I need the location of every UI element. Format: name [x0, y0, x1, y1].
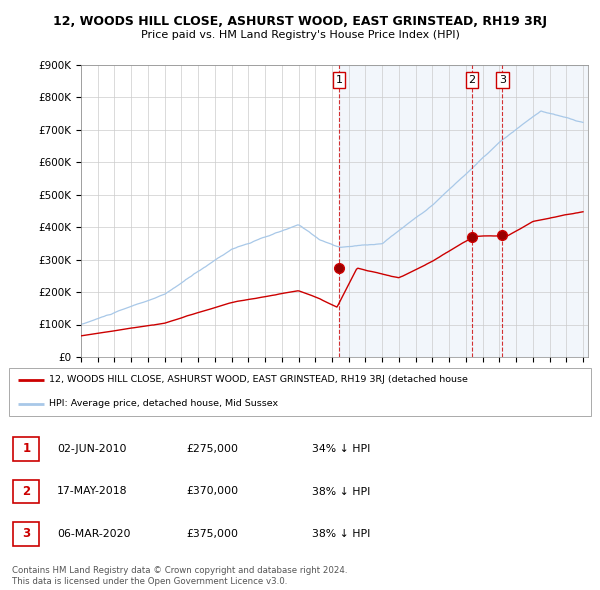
Text: 38% ↓ HPI: 38% ↓ HPI [312, 487, 370, 496]
Text: 38% ↓ HPI: 38% ↓ HPI [312, 529, 370, 539]
Text: £370,000: £370,000 [186, 487, 238, 496]
Text: 3: 3 [22, 527, 31, 540]
Text: 34% ↓ HPI: 34% ↓ HPI [312, 444, 370, 454]
Text: 06-MAR-2020: 06-MAR-2020 [57, 529, 131, 539]
Text: 3: 3 [499, 75, 506, 85]
FancyBboxPatch shape [9, 368, 591, 416]
Text: Contains HM Land Registry data © Crown copyright and database right 2024.
This d: Contains HM Land Registry data © Crown c… [12, 566, 347, 586]
Text: 1: 1 [22, 442, 31, 455]
Text: HPI: Average price, detached house, Mid Sussex: HPI: Average price, detached house, Mid … [49, 399, 278, 408]
Text: £375,000: £375,000 [186, 529, 238, 539]
FancyBboxPatch shape [13, 522, 40, 546]
Text: 1: 1 [335, 75, 343, 85]
Text: 02-JUN-2010: 02-JUN-2010 [57, 444, 127, 454]
Text: 2: 2 [22, 485, 31, 498]
Text: 12, WOODS HILL CLOSE, ASHURST WOOD, EAST GRINSTEAD, RH19 3RJ (detached house: 12, WOODS HILL CLOSE, ASHURST WOOD, EAST… [49, 375, 467, 384]
FancyBboxPatch shape [13, 480, 40, 503]
FancyBboxPatch shape [13, 437, 40, 461]
Text: £275,000: £275,000 [186, 444, 238, 454]
Text: 2: 2 [469, 75, 476, 85]
Bar [339, 65, 588, 357]
Text: 12, WOODS HILL CLOSE, ASHURST WOOD, EAST GRINSTEAD, RH19 3RJ: 12, WOODS HILL CLOSE, ASHURST WOOD, EAST… [53, 15, 547, 28]
Text: 17-MAY-2018: 17-MAY-2018 [57, 487, 128, 496]
Text: Price paid vs. HM Land Registry's House Price Index (HPI): Price paid vs. HM Land Registry's House … [140, 30, 460, 40]
